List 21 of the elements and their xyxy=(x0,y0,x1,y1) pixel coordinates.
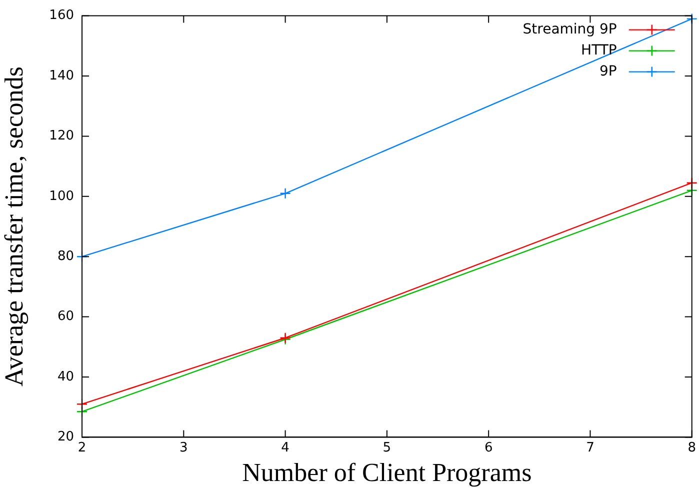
legend-label: HTTP xyxy=(581,42,617,58)
legend-label: 9P xyxy=(600,63,617,80)
y-tick-label: 140 xyxy=(49,68,74,84)
x-tick-label: 8 xyxy=(688,440,696,456)
y-axis-title: Average transfer time, seconds xyxy=(0,66,28,387)
x-tick-label: 2 xyxy=(78,440,86,456)
y-tick-label: 60 xyxy=(57,309,74,324)
y-tick-label: 120 xyxy=(49,128,74,144)
x-tick-label: 7 xyxy=(586,440,594,456)
point xyxy=(280,188,291,199)
y-tick-label: 100 xyxy=(49,188,74,204)
x-tick-label: 6 xyxy=(484,440,493,456)
x-axis-title: Number of Client Programs xyxy=(242,458,532,488)
y-tick-label: 160 xyxy=(49,8,74,24)
legend-label: Streaming 9P xyxy=(522,21,617,38)
y-tick-label: 20 xyxy=(57,430,74,445)
x-tick-label: 4 xyxy=(281,440,290,456)
y-tick-label: 40 xyxy=(57,369,74,384)
x-tick-label: 3 xyxy=(180,440,188,456)
x-tick-label: 5 xyxy=(382,440,392,456)
y-tick-label: 80 xyxy=(57,248,74,264)
